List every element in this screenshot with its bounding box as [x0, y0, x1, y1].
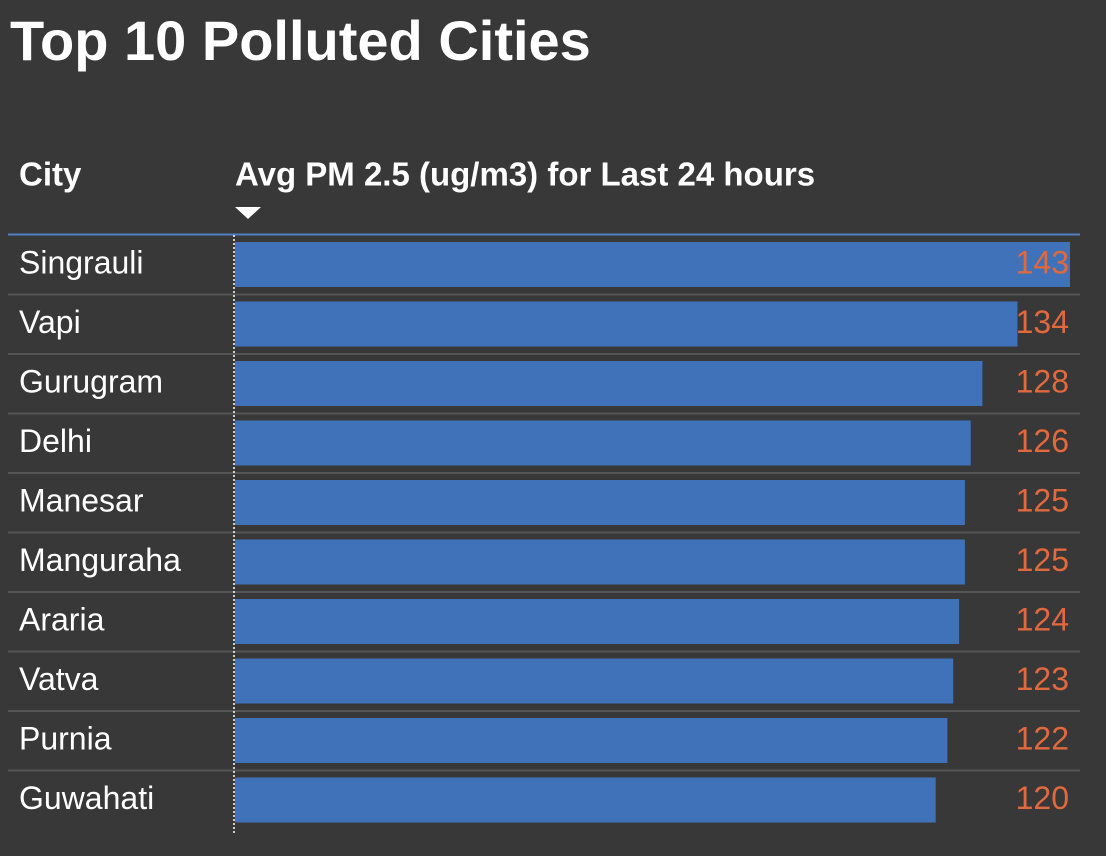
bar	[235, 242, 1070, 287]
bar	[235, 658, 954, 704]
row-label: Vapi	[19, 304, 81, 340]
bar	[235, 599, 960, 644]
row-label: Gurugram	[19, 363, 163, 399]
bar	[235, 777, 936, 823]
row-label: Vatva	[19, 661, 99, 697]
column-header[interactable]: Avg PM 2.5 (ug/m3) for Last 24 hours	[235, 156, 815, 193]
sort-arrow[interactable]	[235, 207, 261, 219]
data-label: 120	[1016, 780, 1069, 816]
chart-title: Top 10 Polluted Cities	[10, 9, 591, 72]
bar	[235, 301, 1018, 347]
bar	[235, 361, 983, 406]
data-label: 143	[1016, 244, 1069, 280]
row-label: Araria	[19, 601, 105, 637]
row-label: Singrauli	[19, 244, 144, 280]
data-label: 125	[1016, 542, 1069, 578]
row-label: Purnia	[19, 720, 112, 756]
row-label: Manguraha	[19, 542, 181, 578]
bar	[235, 420, 971, 466]
data-label: 126	[1016, 423, 1069, 459]
data-label: 122	[1016, 720, 1069, 756]
column-header[interactable]: City	[19, 156, 82, 193]
row-label: Delhi	[19, 423, 92, 459]
data-label: 124	[1016, 601, 1069, 637]
row-label: Manesar	[19, 482, 144, 518]
data-label: 125	[1016, 482, 1069, 518]
data-label: 134	[1016, 304, 1069, 340]
data-label: 123	[1016, 661, 1069, 697]
bar	[235, 539, 965, 585]
bar	[235, 480, 965, 525]
data-label: 128	[1016, 363, 1069, 399]
bar	[235, 718, 948, 763]
row-label: Guwahati	[19, 780, 154, 816]
